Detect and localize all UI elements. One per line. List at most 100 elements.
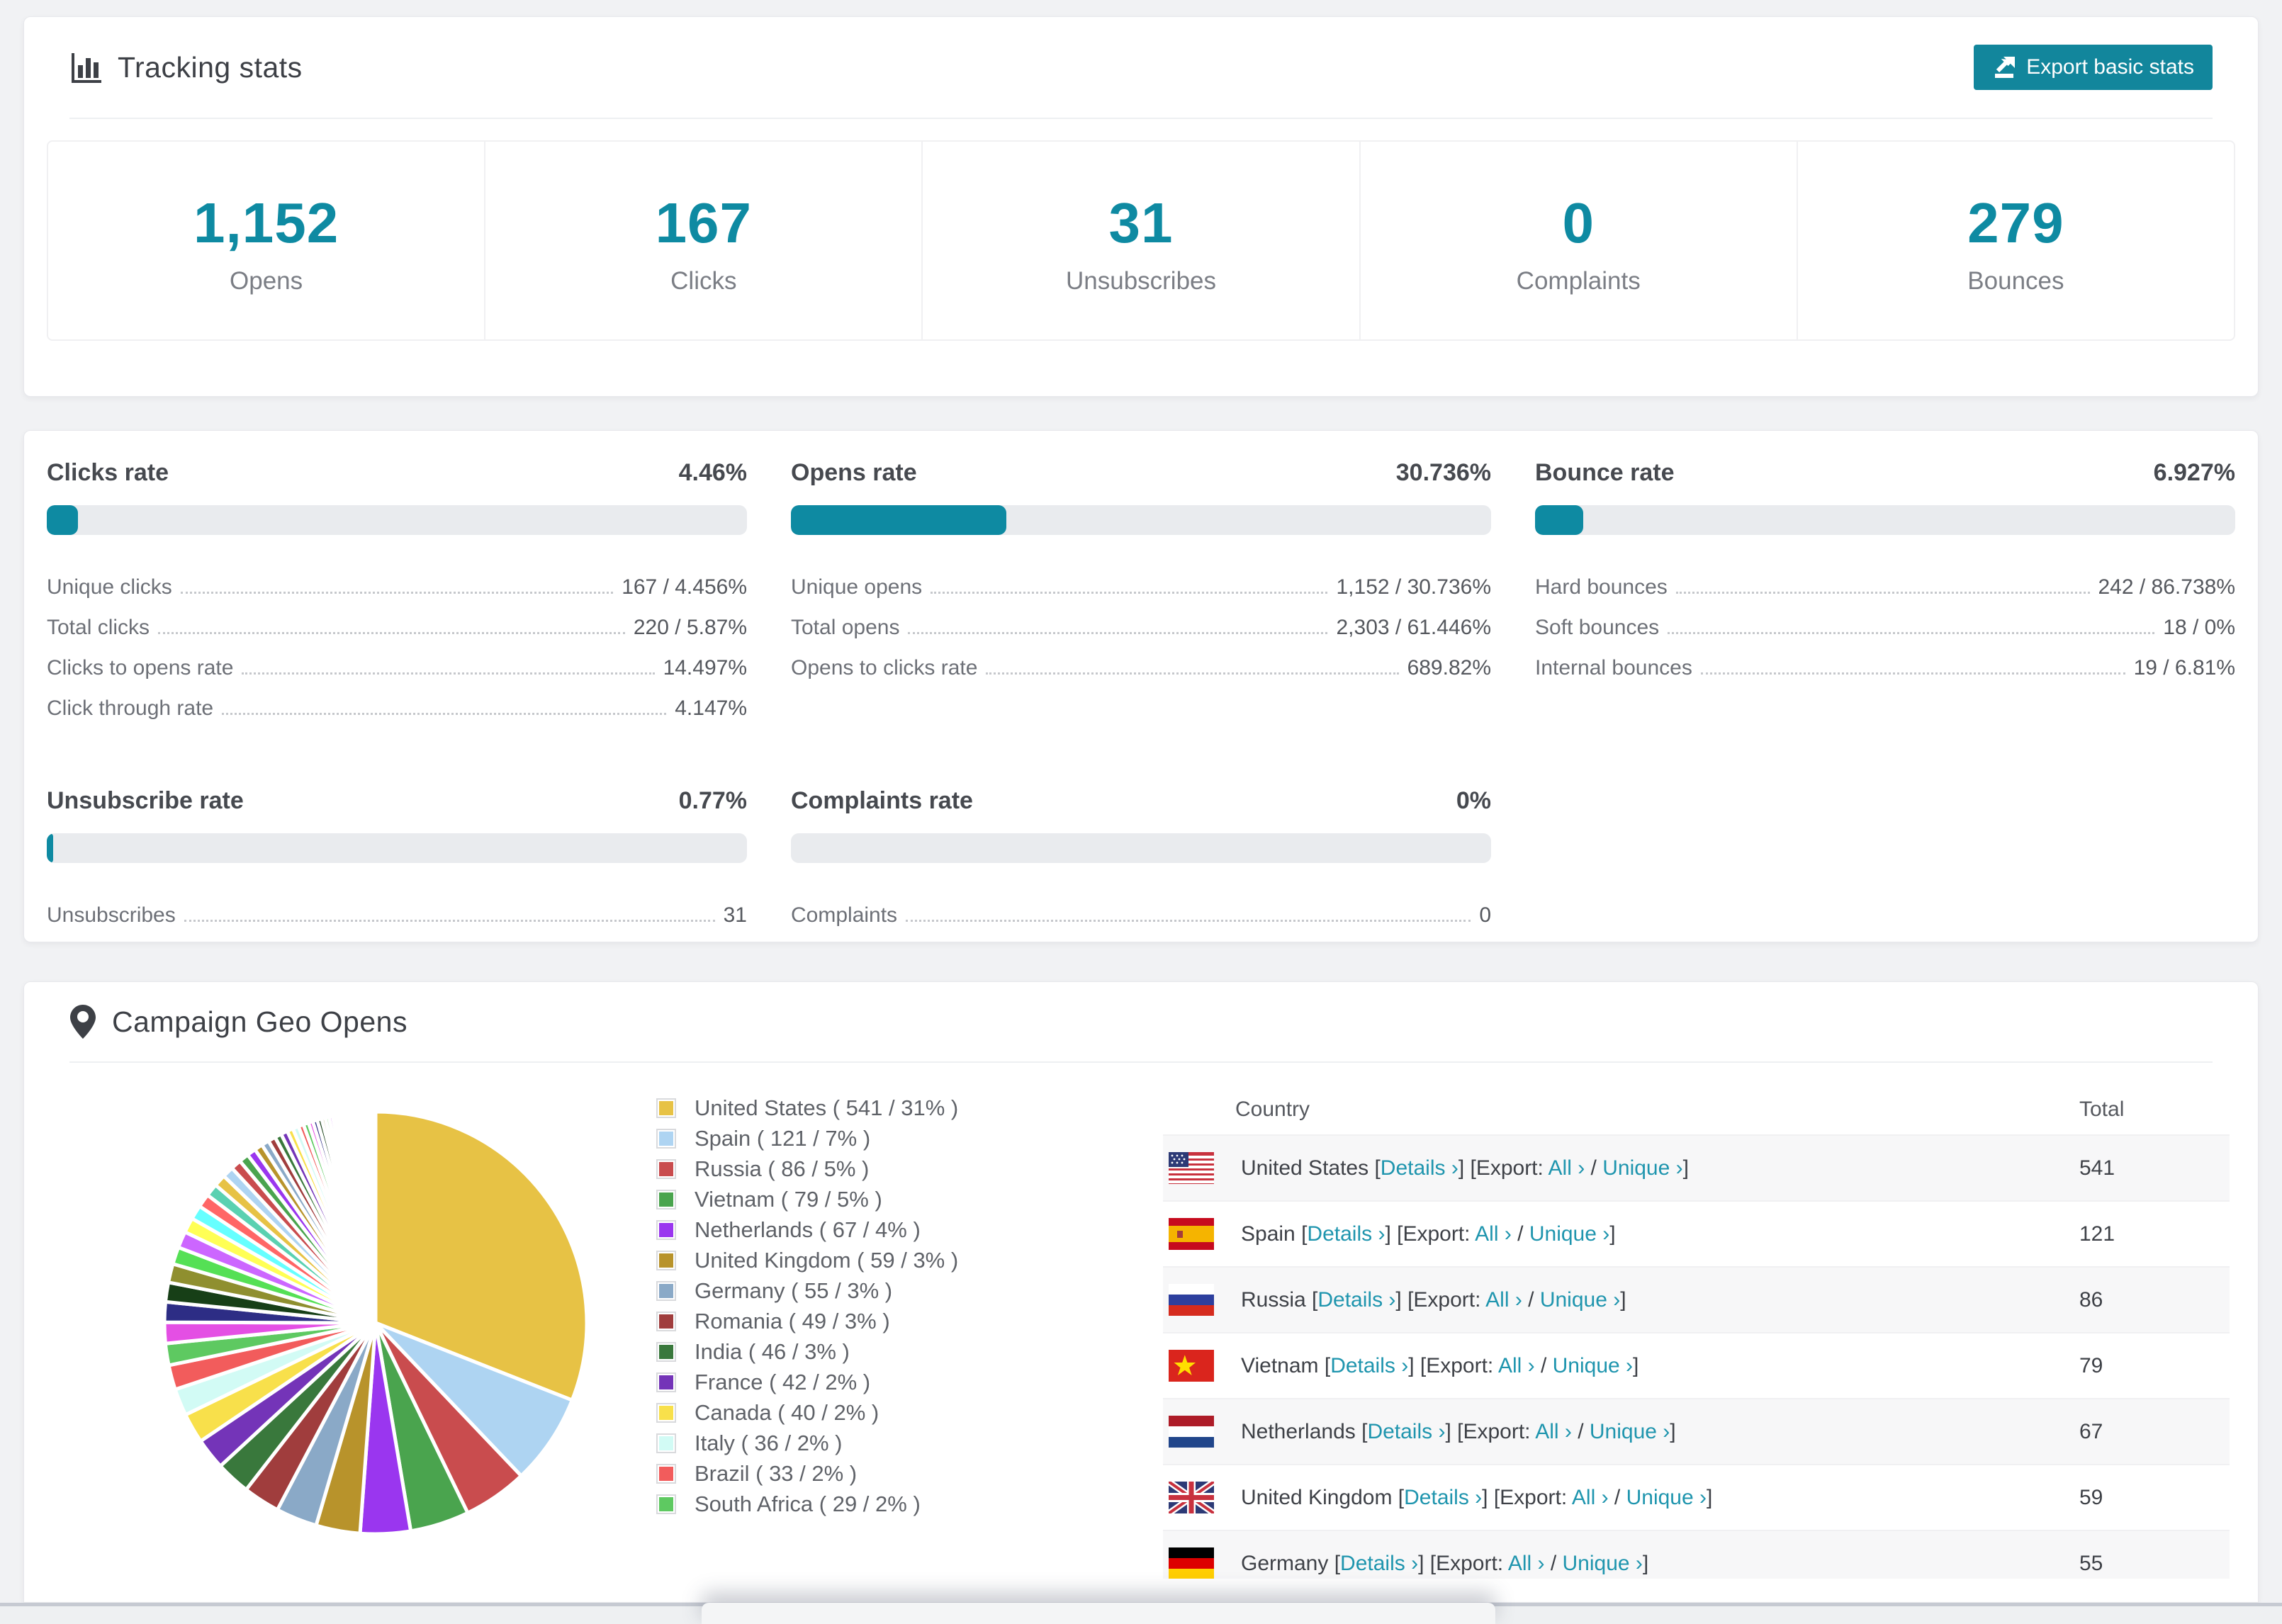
- flag-icon-de: [1169, 1547, 1214, 1579]
- legend-label: Russia ( 86 / 5% ): [695, 1156, 870, 1181]
- legend-item: Italy ( 36 / 2% ): [656, 1428, 958, 1458]
- card-label: Complaints: [1516, 266, 1641, 295]
- rate-block-complaints-rate: Complaints rate 0% Complaints 0: [791, 787, 1491, 932]
- stat-value: 2,303 / 61.446%: [1336, 616, 1491, 639]
- stat-label: Hard bounces: [1535, 575, 1668, 599]
- export-unique-link[interactable]: Unique ›: [1552, 1353, 1634, 1377]
- details-link[interactable]: Details ›: [1367, 1419, 1446, 1443]
- legend-item: South Africa ( 29 / 2% ): [656, 1489, 958, 1519]
- country-cell: Netherlands [Details ›] [Export: All › /…: [1241, 1419, 1676, 1443]
- stat-label: Internal bounces: [1535, 656, 1692, 680]
- country-cell: Spain [Details ›] [Export: All › / Uniqu…: [1241, 1222, 1616, 1246]
- rate-progress-fill: [791, 505, 1006, 535]
- rate-value: 6.927%: [2153, 459, 2235, 486]
- stat-row: Total opens 2,303 / 61.446%: [791, 604, 1491, 644]
- rates-grid: Clicks rate 4.46% Unique clicks 167 / 4.…: [47, 459, 2235, 932]
- card-label: Bounces: [1967, 266, 2064, 295]
- geo-table-header: Country Total: [1163, 1085, 2230, 1134]
- card-value: 279: [1967, 191, 2064, 254]
- export-all-link[interactable]: All ›: [1571, 1485, 1609, 1509]
- dotted-leader: [242, 672, 655, 675]
- details-link[interactable]: Details ›: [1404, 1485, 1483, 1509]
- legend-item: Russia ( 86 / 5% ): [656, 1154, 958, 1184]
- card-label: Opens: [230, 266, 303, 295]
- export-unique-link[interactable]: Unique ›: [1589, 1419, 1670, 1443]
- summary-card-opens: 1,152 Opens: [48, 142, 486, 339]
- geo-table-row: Russia [Details ›] [Export: All › / Uniq…: [1163, 1266, 2230, 1332]
- country-cell: Germany [Details ›] [Export: All › / Uni…: [1241, 1551, 1649, 1575]
- legend-label: France ( 42 / 2% ): [695, 1369, 871, 1394]
- header-divider: [69, 118, 2213, 119]
- rate-block-unsubscribe-rate: Unsubscribe rate 0.77% Unsubscribes 31: [47, 787, 747, 932]
- tracking-stats-panel: Tracking stats Export basic stats 1,152 …: [23, 16, 2259, 397]
- rate-title: Complaints rate: [791, 787, 973, 814]
- total-cell: 86: [2079, 1287, 2103, 1312]
- summary-cards: 1,152 Opens 167 Clicks 31 Unsubscribes 0 Co…: [47, 140, 2235, 341]
- details-link[interactable]: Details ›: [1380, 1156, 1458, 1180]
- legend-label: Italy ( 36 / 2% ): [695, 1430, 843, 1455]
- export-all-link[interactable]: All ›: [1507, 1551, 1545, 1575]
- geo-header-divider: [69, 1061, 2213, 1063]
- export-unique-link[interactable]: Unique ›: [1602, 1156, 1683, 1180]
- export-unique-link[interactable]: Unique ›: [1539, 1287, 1621, 1312]
- column-country: Country: [1235, 1098, 1310, 1121]
- stat-value: 18 / 0%: [2163, 616, 2235, 639]
- export-all-link[interactable]: All ›: [1485, 1287, 1522, 1312]
- legend-item: France ( 42 / 2% ): [656, 1367, 958, 1397]
- pie-slice: [373, 1110, 589, 1402]
- horizontal-scrollbar[interactable]: [0, 1603, 2282, 1624]
- details-link[interactable]: Details ›: [1330, 1353, 1409, 1377]
- legend-label: Canada ( 40 / 2% ): [695, 1399, 879, 1425]
- summary-card-unsubscribes: 31 Unsubscribes: [923, 142, 1361, 339]
- legend-swatch: [656, 1128, 676, 1149]
- flag-icon-es: [1169, 1218, 1214, 1250]
- details-link[interactable]: Details ›: [1307, 1222, 1386, 1246]
- rate-head: Bounce rate 6.927%: [1535, 459, 2235, 487]
- legend-item: Romania ( 49 / 3% ): [656, 1306, 958, 1336]
- details-link[interactable]: Details ›: [1340, 1551, 1419, 1575]
- dotted-leader: [931, 592, 1328, 594]
- stat-row: Clicks to opens rate 14.497%: [47, 644, 747, 684]
- legend-item: Vietnam ( 79 / 5% ): [656, 1184, 958, 1214]
- export-basic-stats-button[interactable]: Export basic stats: [1974, 45, 2213, 90]
- stat-label: Unique clicks: [47, 575, 172, 599]
- card-value: 0: [1562, 191, 1595, 254]
- rate-progress-track: [791, 505, 1491, 535]
- flag-icon-gb: [1169, 1482, 1214, 1513]
- export-all-link[interactable]: All ›: [1497, 1353, 1535, 1377]
- dotted-leader: [1700, 672, 2125, 675]
- rate-progress-fill: [47, 833, 53, 863]
- rate-block-bounce-rate: Bounce rate 6.927% Hard bounces 242 / 86…: [1535, 459, 2235, 725]
- total-cell: 541: [2079, 1156, 2115, 1180]
- stat-label: Unique opens: [791, 575, 923, 599]
- stat-label: Soft bounces: [1535, 616, 1660, 639]
- geo-table-row: United Kingdom [Details ›] [Export: All …: [1163, 1464, 2230, 1530]
- rate-title: Unsubscribe rate: [47, 787, 244, 814]
- stat-value: 14.497%: [663, 656, 747, 680]
- export-all-link[interactable]: All ›: [1535, 1419, 1572, 1443]
- legend-label: United States ( 541 / 31% ): [695, 1095, 959, 1120]
- export-basic-stats-label: Export basic stats: [2026, 55, 2194, 79]
- flag-icon-vn: [1169, 1350, 1214, 1382]
- campaign-geo-opens-panel: Campaign Geo Opens United States ( 541 /…: [23, 981, 2259, 1603]
- details-link[interactable]: Details ›: [1317, 1287, 1396, 1312]
- rate-head: Clicks rate 4.46%: [47, 459, 747, 487]
- export-unique-link[interactable]: Unique ›: [1626, 1485, 1707, 1509]
- pie-slice: [373, 1321, 574, 1478]
- rate-block-opens-rate: Opens rate 30.736% Unique opens 1,152 / …: [791, 459, 1491, 725]
- summary-card-bounces: 279 Bounces: [1798, 142, 2234, 339]
- stat-row: Click through rate 4.147%: [47, 684, 747, 725]
- export-all-link[interactable]: All ›: [1475, 1222, 1512, 1246]
- country-cell: Russia [Details ›] [Export: All › / Uniq…: [1241, 1287, 1626, 1312]
- export-all-link[interactable]: All ›: [1548, 1156, 1585, 1180]
- total-cell: 67: [2079, 1419, 2103, 1443]
- horizontal-scrollbar-thumb[interactable]: [702, 1603, 1495, 1624]
- card-value: 167: [655, 191, 753, 254]
- stat-value: 220 / 5.87%: [633, 616, 747, 639]
- dotted-leader: [222, 713, 667, 715]
- export-unique-link[interactable]: Unique ›: [1562, 1551, 1643, 1575]
- geo-table-row: Germany [Details ›] [Export: All › / Uni…: [1163, 1530, 2230, 1579]
- export-unique-link[interactable]: Unique ›: [1529, 1222, 1610, 1246]
- legend-label: Brazil ( 33 / 2% ): [695, 1460, 858, 1486]
- legend-label: Vietnam ( 79 / 5% ): [695, 1186, 882, 1212]
